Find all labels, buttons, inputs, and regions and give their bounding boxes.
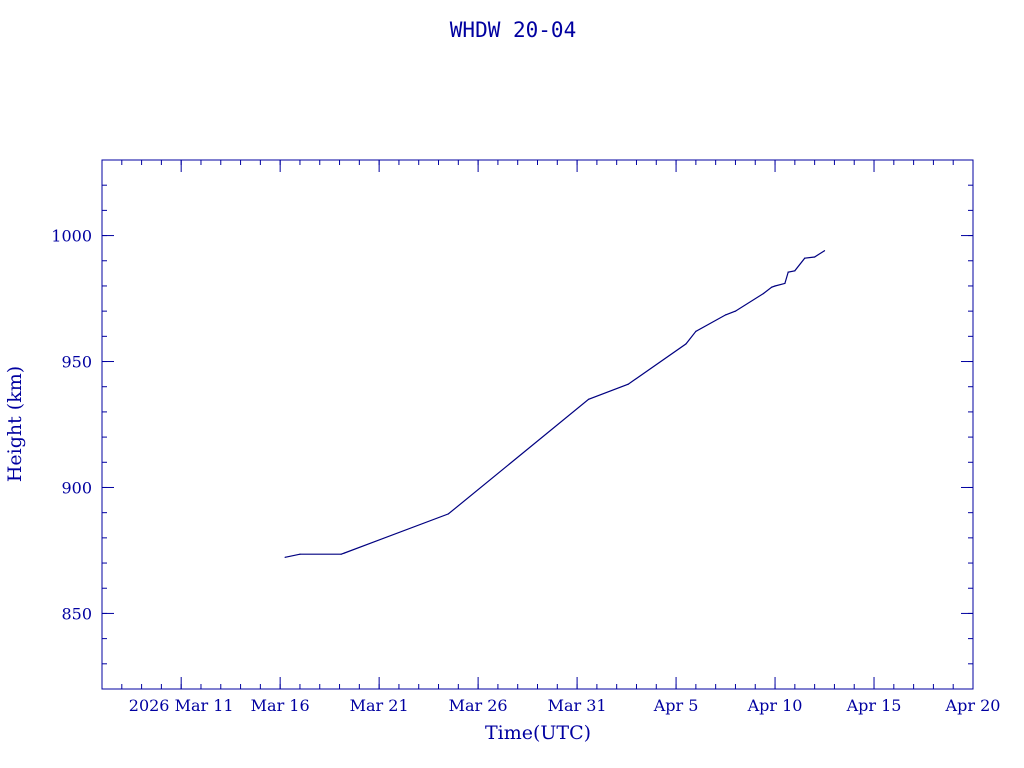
- data-point: [725, 314, 727, 316]
- data-point: [343, 552, 346, 554]
- y-tick-label: 850: [61, 604, 92, 623]
- data-point: [804, 257, 806, 259]
- y-axis-ticks: 850 900 950 1000: [51, 227, 973, 623]
- data-point: [787, 271, 789, 273]
- x-axis-label: Time(UTC): [485, 722, 591, 744]
- data-point: [299, 553, 301, 555]
- data-point: [447, 513, 449, 515]
- y-axis-label: Height (km): [4, 366, 26, 482]
- x-tick-label: Apr 5: [653, 696, 699, 715]
- data-point: [685, 343, 687, 345]
- data-point: [734, 310, 737, 312]
- data-point: [695, 330, 697, 332]
- series-layer: [284, 250, 826, 558]
- series-line: [284, 250, 825, 558]
- chart-title: WHDW 20-04: [450, 18, 576, 42]
- data-point: [794, 270, 796, 272]
- data-point: [814, 256, 816, 258]
- data-point: [340, 553, 342, 555]
- x-tick-label: 2026 Mar 11: [129, 696, 234, 715]
- data-point: [762, 292, 765, 295]
- data-point: [774, 285, 776, 287]
- y-tick-label: 900: [61, 478, 92, 497]
- plot-frame: [101, 159, 974, 690]
- data-point: [784, 282, 786, 284]
- x-tick-label: Mar 21: [350, 696, 409, 715]
- x-tick-label: Mar 31: [548, 696, 607, 715]
- minor-ticks: [101, 159, 974, 690]
- x-tick-label: Mar 26: [449, 696, 508, 715]
- data-point: [284, 556, 286, 558]
- data-point: [823, 250, 826, 252]
- data-point: [588, 398, 590, 400]
- x-tick-label: Apr 15: [846, 696, 902, 715]
- x-tick-label: Apr 20: [945, 696, 1001, 715]
- y-tick-label: 1000: [51, 227, 92, 246]
- x-axis-ticks: 2026 Mar 11 Mar 16 Mar 21 Mar 26 Mar 31 Apr 5…: [129, 160, 1001, 715]
- x-tick-label: Mar 16: [251, 696, 310, 715]
- x-tick-label: Apr 10: [747, 696, 803, 715]
- data-point: [771, 286, 773, 288]
- data-point: [627, 383, 629, 385]
- y-tick-label: 950: [61, 353, 92, 372]
